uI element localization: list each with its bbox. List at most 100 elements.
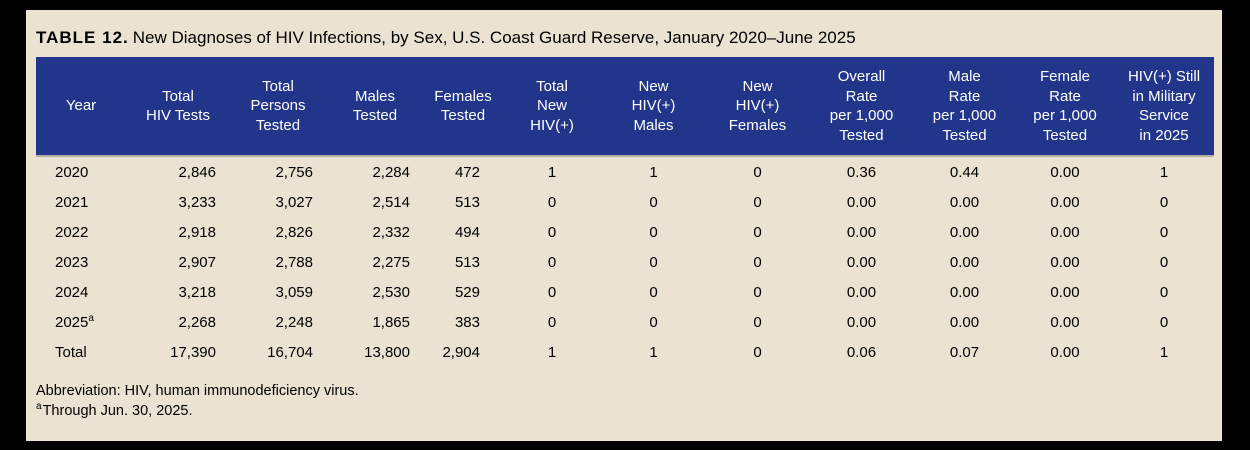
- cell: 0.36: [846, 163, 877, 181]
- column-header-new-hiv-females: New HIV(+) Females: [705, 57, 810, 157]
- cell: 0.00: [949, 313, 980, 331]
- cell: 1: [547, 163, 557, 181]
- cell: 0: [753, 163, 762, 181]
- footnote-a: aThrough Jun. 30, 2025.: [36, 401, 1222, 421]
- cell: 0: [547, 283, 557, 301]
- table-number-label: TABLE 12.: [36, 28, 129, 47]
- column-header-new-hiv-males: New HIV(+) Males: [602, 57, 705, 157]
- cell: 383: [454, 313, 480, 331]
- cell: 1: [547, 343, 557, 361]
- cell: 0: [1159, 193, 1169, 211]
- column-header-total-persons-tested: Total Persons Tested: [230, 57, 326, 157]
- cell: 0: [649, 193, 658, 211]
- cell: 0: [547, 193, 557, 211]
- cell: 0: [649, 253, 658, 271]
- cell: 1: [1159, 343, 1169, 361]
- cell: 0.00: [846, 283, 877, 301]
- cell: 0: [649, 283, 658, 301]
- cell: 2,756: [275, 163, 313, 181]
- cell: 0.44: [949, 163, 980, 181]
- cell: 0.00: [1050, 253, 1080, 271]
- column-header-female-rate: Female Rate per 1,000 Tested: [1016, 57, 1114, 157]
- cell: 2,904: [442, 343, 480, 361]
- cell: 0.00: [1050, 193, 1080, 211]
- cell: 2,907: [178, 253, 216, 271]
- cell: 13,800: [364, 343, 410, 361]
- cell: 0: [1159, 253, 1169, 271]
- cell: 0.07: [949, 343, 980, 361]
- column-header-males-tested: Males Tested: [326, 57, 424, 157]
- cell: 2,284: [372, 163, 410, 181]
- cell: 3,059: [275, 283, 313, 301]
- cell: 16,704: [267, 343, 313, 361]
- cell: 0.00: [846, 313, 877, 331]
- cell: 0: [547, 223, 557, 241]
- cell: 0.00: [1050, 223, 1080, 241]
- header-row: Year Total HIV Tests Total Persons Teste…: [36, 57, 1214, 157]
- table-row-2022: 2022 2,918 2,826 2,332 494 0 0 0 0.00 0.…: [36, 217, 1214, 247]
- cell: 1: [649, 163, 658, 181]
- cell: 2,275: [372, 253, 410, 271]
- cell: 0: [649, 313, 658, 331]
- cell: 2,514: [372, 193, 410, 211]
- cell: 0.00: [1050, 283, 1080, 301]
- cell: 529: [454, 283, 480, 301]
- cell: 3,218: [178, 283, 216, 301]
- table-title: TABLE 12. New Diagnoses of HIV Infections…: [26, 10, 1222, 48]
- cell: 1: [1159, 163, 1169, 181]
- cell: 0: [1159, 283, 1169, 301]
- cell: 2,846: [178, 163, 216, 181]
- cell: 0: [753, 223, 762, 241]
- column-header-year: Year: [36, 57, 126, 157]
- cell: 2,332: [372, 223, 410, 241]
- cell: 0: [753, 283, 762, 301]
- cell: 0.00: [1050, 313, 1080, 331]
- cell: 513: [454, 193, 480, 211]
- cell: 2,248: [275, 313, 313, 331]
- table-row-2020: 2020 2,846 2,756 2,284 472 1 1 0 0.36 0.…: [36, 156, 1214, 187]
- cell: 1,865: [372, 313, 410, 331]
- cell: 0.00: [949, 283, 980, 301]
- footnote-marker: a: [88, 312, 94, 324]
- column-header-females-tested: Females Tested: [424, 57, 502, 157]
- cell: 2,918: [178, 223, 216, 241]
- cell: 0.00: [846, 253, 877, 271]
- cell-year: 2020: [55, 163, 89, 181]
- cell: 0.00: [949, 253, 980, 271]
- cell: 0: [1159, 223, 1169, 241]
- cell: 0: [753, 193, 762, 211]
- footnote-abbreviation: Abbreviation: HIV, human immunodeficienc…: [36, 383, 359, 399]
- column-header-overall-rate: Overall Rate per 1,000 Tested: [810, 57, 913, 157]
- cell: 0: [1159, 313, 1169, 331]
- table-row-2021: 2021 3,233 3,027 2,514 513 0 0 0 0.00 0.…: [36, 187, 1214, 217]
- hiv-diagnoses-table: Year Total HIV Tests Total Persons Teste…: [36, 57, 1214, 367]
- table-row-2023: 2023 2,907 2,788 2,275 513 0 0 0 0.00 0.…: [36, 247, 1214, 277]
- cell: 2,826: [275, 223, 313, 241]
- cell: 2,788: [275, 253, 313, 271]
- cell: 0: [547, 313, 557, 331]
- footnote-a-marker: a: [36, 401, 42, 413]
- cell: 0: [649, 223, 658, 241]
- cell: 0.00: [846, 223, 877, 241]
- table-row-2025: 2025a 2,268 2,248 1,865 383 0 0 0 0.00 0…: [36, 307, 1214, 337]
- cell: 1: [649, 343, 658, 361]
- cell: 513: [454, 253, 480, 271]
- cell: 0: [753, 313, 762, 331]
- cell: 0.06: [846, 343, 877, 361]
- cell: 0.00: [949, 223, 980, 241]
- table-row-2024: 2024 3,218 3,059 2,530 529 0 0 0 0.00 0.…: [36, 277, 1214, 307]
- table-card: TABLE 12. New Diagnoses of HIV Infections…: [26, 10, 1222, 441]
- footnotes: Abbreviation: HIV, human immunodeficienc…: [36, 381, 1222, 421]
- cell-year: 2024: [55, 283, 89, 301]
- cell: 0: [753, 253, 762, 271]
- cell-year: 2025a: [55, 312, 94, 331]
- cell: 0.00: [949, 193, 980, 211]
- cell: 0.00: [1050, 163, 1080, 181]
- column-header-total-hiv-tests: Total HIV Tests: [126, 57, 230, 157]
- footnote-a-text: Through Jun. 30, 2025.: [42, 403, 193, 419]
- column-header-male-rate: Male Rate per 1,000 Tested: [913, 57, 1016, 157]
- cell: 0.00: [1050, 343, 1080, 361]
- column-header-hiv-still-in-service: HIV(+) Still in Military Service in 2025: [1114, 57, 1214, 157]
- cell: 3,027: [275, 193, 313, 211]
- cell: 3,233: [178, 193, 216, 211]
